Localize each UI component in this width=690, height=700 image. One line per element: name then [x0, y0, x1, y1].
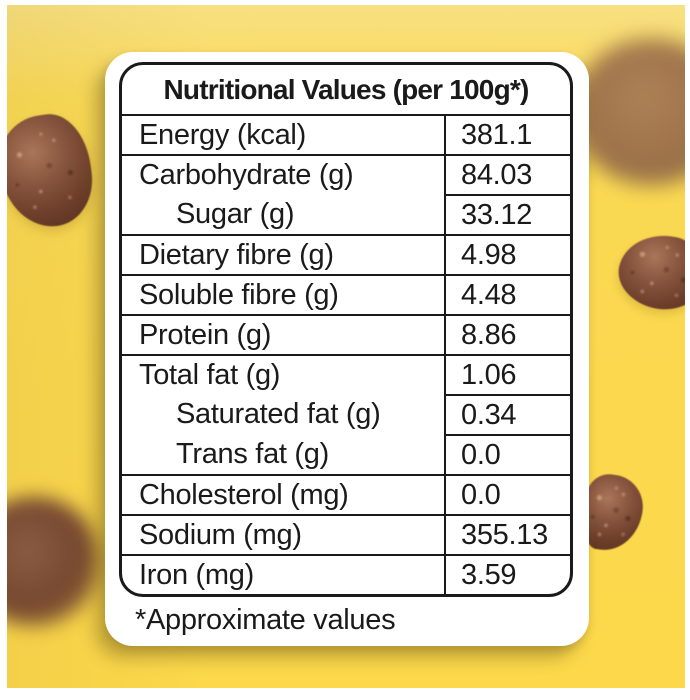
row-value: 4.98: [444, 234, 570, 274]
row-value: 0.0: [444, 474, 570, 514]
yellow-background: Nutritional Values (per 100g*) Energy (k…: [7, 5, 685, 688]
chocolate-ball-left: [7, 109, 99, 233]
table-row-cholesterol: Cholesterol (mg) 0.0: [122, 474, 570, 514]
row-label: Energy (kcal): [122, 114, 444, 154]
row-value: 8.86: [444, 314, 570, 354]
row-value: 84.03: [444, 154, 570, 194]
row-label: Saturated fat (g): [176, 397, 381, 430]
row-value: 1.06: [444, 354, 570, 394]
table-row-iron: Iron (mg) 3.59: [122, 554, 570, 594]
table-row-carbohydrate: Carbohydrate (g) 84.03: [122, 154, 570, 194]
nutrition-table: Nutritional Values (per 100g*) Energy (k…: [119, 62, 573, 597]
chocolate-ball-top-right-blurred: [573, 39, 685, 185]
chocolate-ball-bottom-right: [578, 471, 648, 555]
row-value: 3.59: [444, 554, 570, 594]
table-row-total-fat: Total fat (g) 1.06: [122, 354, 570, 394]
chocolate-speckles: [7, 116, 93, 226]
table-title: Nutritional Values (per 100g*): [163, 73, 530, 105]
row-value: 0.0: [444, 434, 570, 474]
row-label: Carbohydrate (g): [122, 154, 444, 194]
row-label: Iron (mg): [122, 554, 444, 594]
chocolate-speckles: [583, 476, 643, 550]
table-row-soluble-fibre: Soluble fibre (g) 4.48: [122, 274, 570, 314]
row-label: Sodium (mg): [122, 514, 444, 554]
row-label: Dietary fibre (g): [122, 234, 444, 274]
row-label: Protein (g): [122, 314, 444, 354]
row-label: Soluble fibre (g): [122, 274, 444, 314]
row-value: 355.13: [444, 514, 570, 554]
row-value: 0.34: [444, 394, 570, 434]
table-row-dietary-fibre: Dietary fibre (g) 4.98: [122, 234, 570, 274]
row-label: Trans fat (g): [176, 437, 329, 470]
chocolate-ball-bottom-left-blurred: [7, 497, 101, 627]
nutrition-card: Nutritional Values (per 100g*) Energy (k…: [105, 52, 589, 646]
row-value: 33.12: [444, 194, 570, 234]
row-label: Total fat (g): [122, 354, 444, 394]
table-row-energy: Energy (kcal) 381.1: [122, 114, 570, 154]
table-row-protein: Protein (g) 8.86: [122, 314, 570, 354]
table-row-sugar: Sugar (g) 33.12: [122, 194, 570, 234]
chocolate-ball-right: [612, 226, 685, 318]
table-row-sodium: Sodium (mg) 355.13: [122, 514, 570, 554]
chocolate-speckles: [618, 232, 685, 312]
row-value: 4.48: [444, 274, 570, 314]
approximate-values-note: *Approximate values: [135, 604, 396, 636]
table-row-saturated-fat: Saturated fat (g) 0.34: [122, 394, 570, 434]
table-row-trans-fat: Trans fat (g) 0.0: [122, 434, 570, 474]
row-label: Sugar (g): [176, 197, 295, 230]
row-label: Cholesterol (mg): [122, 474, 444, 514]
row-value: 381.1: [444, 114, 570, 154]
